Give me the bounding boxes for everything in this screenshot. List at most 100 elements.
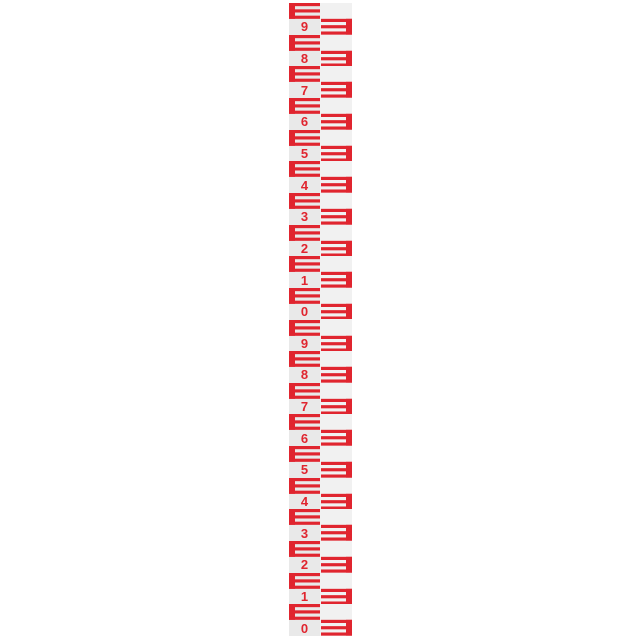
e-mark-bar [289, 129, 320, 133]
gauge-unit: 1 [289, 572, 352, 605]
e-mark-bar [321, 316, 352, 320]
e-mark-bar [289, 199, 320, 203]
gauge-digit: 2 [300, 557, 309, 573]
e-mark-bar [321, 126, 352, 130]
e-marks [289, 414, 352, 447]
gauge-unit: 0 [289, 287, 352, 320]
e-mark-bar [289, 604, 320, 608]
e-mark-bar [321, 569, 352, 573]
e-mark-bar [321, 56, 352, 60]
gauge-digit: 7 [300, 399, 309, 415]
e-mark-bar [289, 458, 320, 462]
e-mark-bar [289, 363, 320, 367]
gauge-digit: 0 [300, 620, 309, 636]
e-mark-bar [321, 253, 352, 257]
e-mark-bar [321, 82, 352, 86]
e-marks [289, 477, 352, 510]
e-marks [289, 604, 352, 636]
e-mark-bar [321, 601, 352, 605]
e-marks [289, 541, 352, 573]
e-mark-bar [289, 382, 320, 386]
e-mark-bar [289, 66, 320, 70]
e-mark-bar [289, 490, 320, 494]
e-mark-bar [321, 430, 352, 434]
gauge-unit: 5 [289, 446, 352, 478]
gauge-unit: 9 [289, 319, 352, 352]
e-marks [289, 97, 352, 130]
e-mark-bar [289, 414, 320, 418]
e-mark-bar [321, 556, 352, 561]
gauge-unit: 8 [289, 34, 352, 67]
e-mark-bar [289, 515, 320, 519]
e-mark-bar [321, 158, 352, 162]
gauge-unit: 5 [289, 129, 352, 162]
e-mark-bar [321, 284, 352, 288]
e-mark-bar [321, 246, 352, 250]
gauge-digit: 9 [300, 335, 309, 351]
gauge-digit: 8 [300, 50, 309, 66]
gauge-digit: 2 [300, 240, 309, 256]
e-marks [289, 3, 352, 35]
e-mark-bar [321, 632, 352, 636]
e-mark-bar [289, 509, 320, 513]
e-mark-bar [321, 113, 352, 117]
e-mark-bar [321, 436, 352, 440]
e-mark-bar [289, 78, 320, 83]
e-mark-bar [321, 31, 352, 35]
e-marks [289, 192, 352, 225]
gauge-unit: 2 [289, 541, 352, 573]
e-mark-bar [289, 287, 320, 292]
e-mark-bar [289, 300, 320, 304]
gauge-digit: 5 [300, 462, 309, 478]
gauge-digit: 8 [300, 367, 309, 383]
e-mark-bar [321, 278, 352, 282]
e-mark-bar [321, 442, 352, 447]
e-marks [289, 287, 352, 320]
gauge-digit: 7 [300, 82, 309, 98]
gauge-unit: 1 [289, 256, 352, 288]
e-mark-bar [321, 341, 352, 345]
e-mark-bar [321, 373, 352, 377]
gauge-unit: 3 [289, 509, 352, 542]
e-mark-bar [321, 151, 352, 155]
e-mark-bar [289, 395, 320, 399]
e-mark-bar [289, 332, 320, 336]
e-mark-bar [321, 183, 352, 187]
e-mark-bar [321, 493, 352, 497]
gauge-digit: 6 [300, 430, 309, 446]
e-mark-bar [289, 9, 320, 13]
gauge-digit: 3 [300, 209, 309, 225]
gauge-digit: 4 [300, 494, 309, 510]
e-mark-bar [321, 461, 352, 466]
e-mark-bar [289, 446, 320, 450]
e-mark-bar [289, 585, 320, 589]
gauge-unit: 4 [289, 161, 352, 193]
e-mark-bar [321, 335, 352, 339]
gauge-digit: 3 [300, 525, 309, 541]
e-mark-bar [321, 18, 352, 22]
e-mark-bar [289, 135, 320, 140]
e-marks [289, 572, 352, 605]
e-mark-bar [289, 452, 320, 456]
e-marks [289, 509, 352, 542]
gauge-unit: 4 [289, 477, 352, 510]
e-mark-bar [289, 47, 320, 51]
e-mark-bar [321, 25, 352, 29]
e-mark-bar [321, 468, 352, 472]
e-mark-bar [289, 553, 320, 557]
gauge-digit: 1 [300, 589, 309, 604]
e-mark-bar [289, 427, 320, 431]
e-mark-bar [289, 173, 320, 178]
e-mark-bar [289, 205, 320, 209]
e-mark-bar [289, 294, 320, 298]
e-mark-bar [289, 110, 320, 114]
e-mark-bar [321, 411, 352, 415]
e-mark-bar [289, 351, 320, 355]
e-mark-bar [321, 50, 352, 54]
e-mark-bar [289, 262, 320, 266]
gauge-unit: 2 [289, 224, 352, 257]
e-mark-bar [321, 366, 352, 371]
e-mark-bar [321, 177, 352, 181]
e-mark-bar [321, 94, 352, 98]
